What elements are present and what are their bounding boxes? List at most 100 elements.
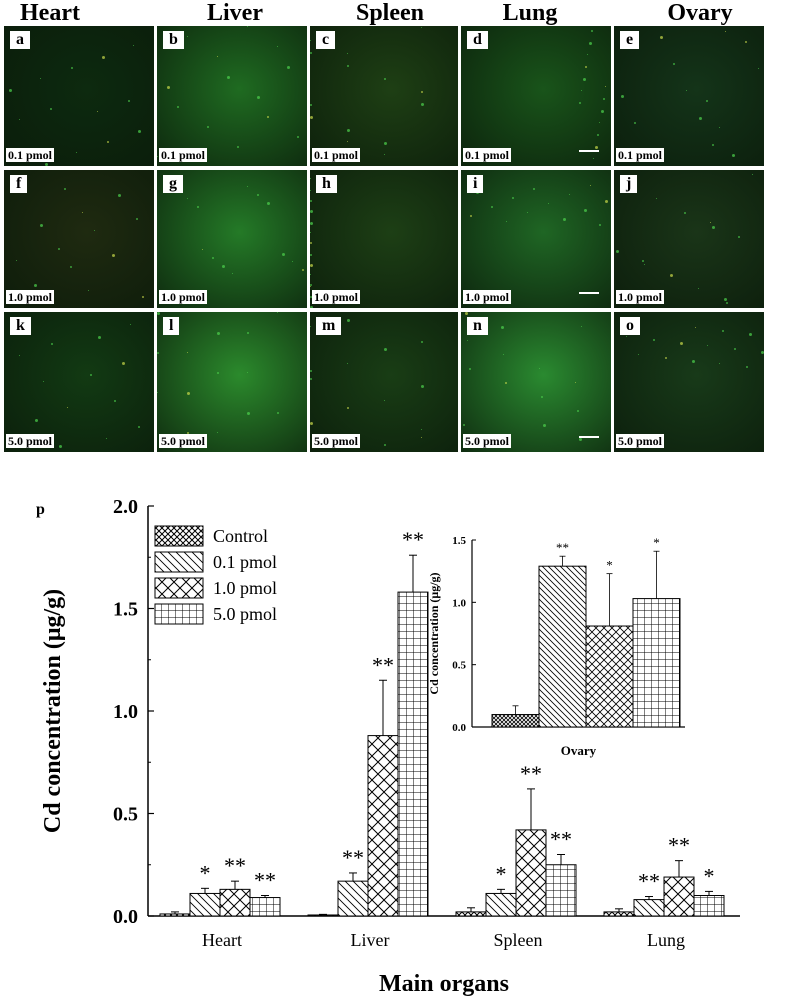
panel-letter: i [467,175,484,193]
legend-swatch [154,525,204,547]
fluorescence-speck [9,89,12,92]
fluorescence-speck [725,31,726,32]
inset-significance-mark: * [653,535,660,550]
y-axis-label: Cd concentration (μg/g) [40,589,66,833]
fluorescence-speck [634,122,636,124]
fluorescence-speck [76,152,77,153]
legend-label: Control [213,526,268,546]
dose-label: 1.0 pmol [312,290,361,304]
fluorescence-speck [237,146,239,148]
column-header-ovary: Ovary [667,0,733,26]
fluorescence-speck [599,224,601,226]
fluorescence-speck [384,154,385,155]
fluorescence-speck [533,188,535,190]
column-header-spleen: Spleen [355,0,424,26]
fluorescence-speck [347,319,350,322]
fluorescence-speck [310,296,312,298]
fluorescence-speck [591,30,593,32]
fluorescence-speck [197,206,199,208]
fluorescence-speck [503,354,504,355]
fluorescence-speck [157,352,159,354]
fluorescence-speck [310,242,312,244]
fluorescence-speck [758,68,759,69]
dose-label: 5.0 pmol [159,434,208,448]
fluorescence-speck [310,178,311,179]
y-tick-label: 0.5 [113,804,138,826]
fluorescence-speck [579,102,581,104]
panel-letter: k [10,317,31,335]
fluorescence-speck [187,36,188,37]
fluorescence-speck [157,312,160,315]
y-tick-label: 0.0 [113,906,138,928]
fluorescence-speck [563,218,566,221]
fluorescence-speck [746,366,748,368]
micrograph-panel-f: f 1.0 pmol [4,170,154,308]
panel-letter: n [467,317,488,335]
fluorescence-speck [749,333,752,336]
fluorescence-speck [593,158,594,159]
y-tick-label: 1.0 [113,701,138,723]
fluorescence-speck [590,185,591,186]
x-axis-label: Main organs [379,971,509,996]
bar-liver-series-3 [397,591,429,917]
x-tick-label: Liver [351,930,390,950]
fluorescence-speck [543,424,546,427]
panel-letter: e [620,31,640,49]
scale-bar [579,292,599,294]
micrograph-panel-j: j 1.0 pmol [614,170,764,308]
legend-swatch [154,551,204,573]
dose-label: 1.0 pmol [159,290,208,304]
inset-bar-series-0 [491,714,540,728]
fluorescence-speck [581,326,582,327]
bar-lung-series-2 [663,876,695,917]
fluorescence-speck [19,355,20,356]
fluorescence-speck [585,66,587,68]
fluorescence-speck [310,254,312,256]
fluorescence-speck [122,362,125,365]
bar-spleen-series-0 [455,911,487,917]
panel-letter: d [467,31,488,49]
fluorescence-speck [40,224,43,227]
inset-y-tick-label: 0.5 [452,660,466,672]
panel-letter: f [10,175,28,193]
fluorescence-speck [605,86,606,87]
main-bar-chart: 0.00.51.01.52.0* ****Heart******Liver****… [40,496,740,996]
fluorescence-speck [710,222,711,223]
fluorescence-speck [142,296,144,298]
fluorescence-speck [292,261,293,262]
dose-label: 0.1 pmol [312,148,361,162]
fluorescence-speck [541,396,543,398]
fluorescence-speck [310,306,313,308]
fluorescence-speck [469,368,471,370]
fluorescence-speck [277,412,279,414]
fluorescence-speck [64,188,66,190]
fluorescence-speck [638,354,639,355]
fluorescence-speck [71,67,73,69]
dose-label: 5.0 pmol [616,434,665,448]
fluorescence-speck [50,108,52,110]
panel-label-p: p [36,501,45,518]
fluorescence-speck [653,339,655,341]
bar-liver-series-2 [367,735,399,917]
significance-mark: * [704,863,715,888]
micrograph-panel-l: l 5.0 pmol [157,312,307,452]
fluorescence-speck [310,284,312,286]
fluorescence-speck [384,142,387,145]
fluorescence-speck [43,381,44,382]
panel-letter: a [10,31,30,49]
panel-letter: m [316,317,342,335]
legend-swatch [154,577,204,599]
fluorescence-speck [692,360,695,363]
fluorescence-speck [45,163,48,166]
fluorescence-speck [698,288,699,289]
micrograph-panel-g: g 1.0 pmol [157,170,307,308]
fluorescence-speck [616,250,619,253]
fluorescence-speck [347,65,349,67]
y-tick-label: 1.5 [113,599,138,621]
panel-letter: b [163,31,184,49]
fluorescence-speck [102,56,105,59]
significance-mark: ** [520,761,542,786]
fluorescence-speck [467,340,468,341]
inset-y-tick-label: 1.0 [452,597,466,609]
